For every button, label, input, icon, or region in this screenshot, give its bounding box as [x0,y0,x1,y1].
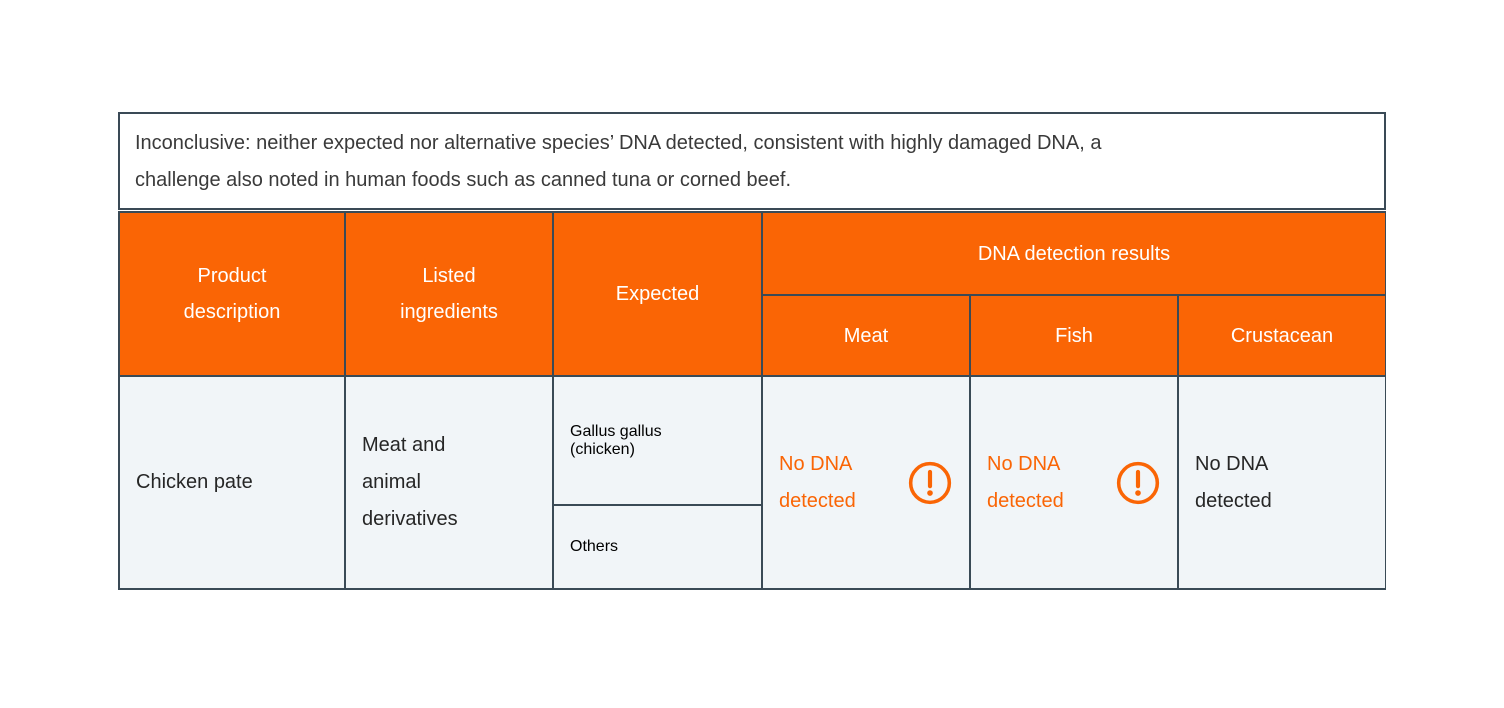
cell-fish-result: No DNA detected [971,377,1177,588]
warning-icon [908,461,952,504]
cell-listed-ingredients: Meat and animal derivatives [346,377,552,588]
header-listed-ingredients: Listed ingredients [346,213,552,375]
cell-expected: Gallus gallus (chicken) Others [554,377,761,588]
note-line-1: Inconclusive: neither expected nor alter… [135,132,1102,154]
figure-content: Inconclusive: neither expected nor alter… [118,112,1386,590]
header-product-description-label: Product description [183,265,281,323]
header-product-description: Product description [120,213,344,375]
cell-crustacean-result: No DNA detected [1179,377,1385,588]
expected-secondary-value: Others [570,538,619,555]
fish-result-text: No DNA detected [987,452,1064,512]
meat-result-text: No DNA detected [779,452,856,512]
header-meat: Meat [763,296,969,375]
cell-product-description: Chicken pate [120,377,344,588]
header-dna-detection-results: DNA detection results [763,213,1385,294]
crustacean-result-text: No DNA detected [1195,452,1272,512]
header-meat-label: Meat [843,324,889,347]
header-expected: Expected [554,213,761,375]
header-crustacean: Crustacean [1179,296,1385,375]
header-expected-label: Expected [615,283,700,305]
dna-results-table: Product description Listed ingredients E… [118,211,1386,590]
cell-expected-primary: Gallus gallus (chicken) [554,377,761,504]
warning-icon [1116,461,1160,504]
inconclusive-note-box: Inconclusive: neither expected nor alter… [118,112,1386,210]
note-line-2: challenge also noted in human foods such… [135,169,792,191]
expected-primary-value: Gallus gallus (chicken) [570,422,662,458]
header-dna-detection-results-label: DNA detection results [977,242,1171,265]
header-listed-ingredients-label: Listed ingredients [400,265,498,323]
cell-meat-result: No DNA detected [763,377,969,588]
listed-ingredients-value: Meat and animal derivatives [362,434,458,530]
header-fish-label: Fish [1055,324,1093,347]
header-fish: Fish [971,296,1177,375]
product-description-value: Chicken pate [136,471,253,493]
cell-expected-secondary: Others [554,506,761,588]
header-crustacean-label: Crustacean [1230,324,1334,347]
